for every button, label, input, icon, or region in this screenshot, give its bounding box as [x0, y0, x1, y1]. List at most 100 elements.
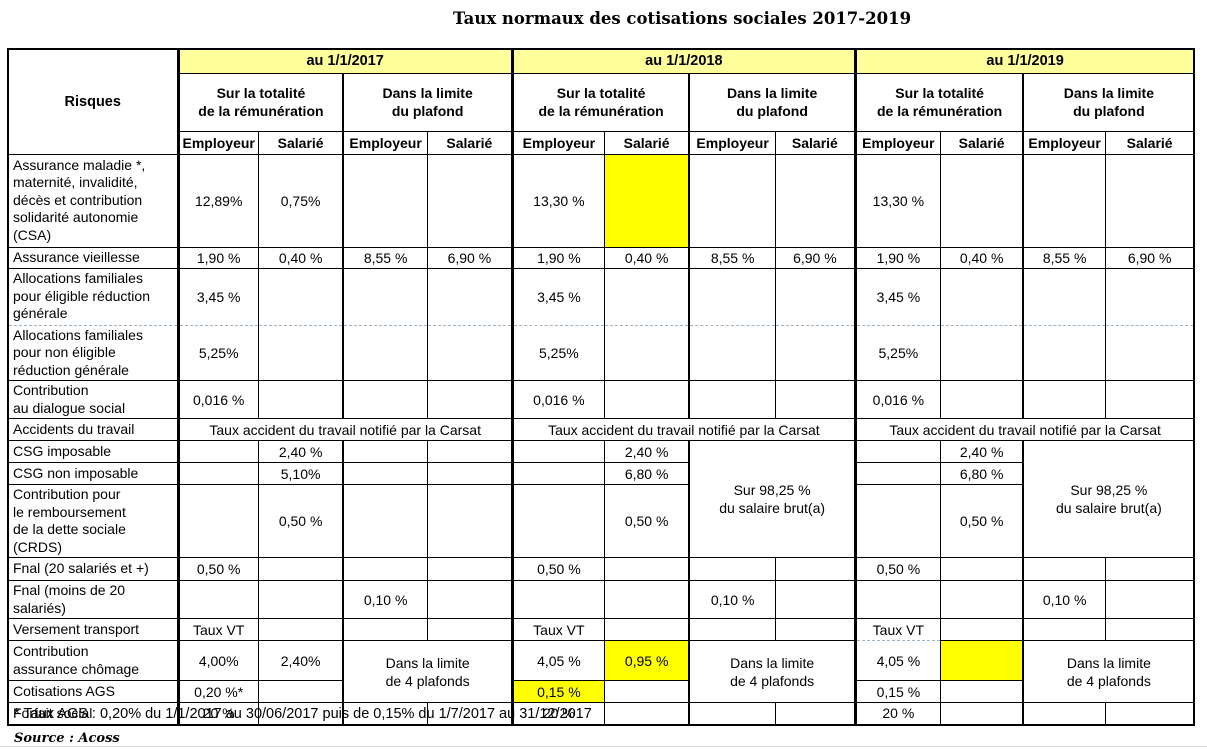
rate-cell	[427, 268, 514, 326]
scope-header-totalite-2017: Sur la totalité de la rémunération	[178, 73, 345, 132]
rate-cell: Taux VT	[512, 618, 605, 641]
table-title: Taux normaux des cotisations sociales 20…	[452, 9, 912, 28]
year-header-2018: au 1/1/2018	[512, 49, 857, 74]
rate-cell	[604, 580, 691, 619]
rate-cell: 1,90 %	[178, 247, 259, 269]
table-row: Allocations familiales pour non éligible…	[8, 325, 1195, 381]
rate-cell	[512, 484, 605, 558]
rate-cell	[343, 484, 428, 558]
rate-cell	[1023, 702, 1106, 725]
rate-cell	[689, 618, 776, 641]
highlight-cell: 0,95 %	[604, 640, 691, 681]
rate-cell	[855, 462, 941, 485]
row-label: Contribution assurance chômage	[8, 640, 180, 681]
rate-cell: 20 %	[512, 702, 605, 725]
row-label: Versement transport	[8, 618, 180, 641]
rate-cell: 1,90 %	[855, 247, 941, 269]
rate-cell	[343, 380, 428, 419]
rate-cell	[604, 557, 691, 581]
merged-sur9825-cell: Sur 98,25 % du salaire brut(a)	[1023, 440, 1195, 558]
row-label: Cotisations AGS	[8, 680, 180, 703]
year-header-2017: au 1/1/2017	[178, 49, 514, 74]
col-header-salarie: Salarié	[604, 131, 691, 155]
table-row: Employeur Salarié Employeur Salarié Empl…	[8, 131, 1195, 155]
merged-carsat-cell: Taux accident du travail notifié par la …	[178, 418, 514, 441]
rate-cell	[512, 462, 605, 485]
rate-cell	[427, 325, 514, 381]
rate-cell	[427, 380, 514, 419]
col-header-salarie: Salarié	[427, 131, 514, 155]
rate-cell	[604, 702, 691, 725]
rate-cell	[1023, 268, 1106, 326]
rate-cell: 2,40%	[258, 640, 345, 681]
rate-cell	[512, 580, 605, 619]
table-row: Fnal (20 salariés et +) 0,50 % 0,50 % 0,…	[8, 557, 1195, 581]
rate-cell	[1105, 557, 1195, 581]
rate-cell	[604, 680, 691, 703]
rate-cell: 0,50 %	[604, 484, 691, 558]
rate-cell	[940, 380, 1025, 419]
rate-cell	[855, 580, 941, 619]
footnote: * Taux AGS : 0,20% du 1/1/2017 au 30/06/…	[14, 706, 592, 722]
rate-cell	[258, 380, 345, 419]
rate-cell	[775, 580, 857, 619]
rate-cell: 0,50 %	[512, 557, 605, 581]
merged-carsat-cell: Taux accident du travail notifié par la …	[512, 418, 857, 441]
row-label: CSG imposable	[8, 440, 180, 463]
rate-cell: 8,55 %	[343, 247, 428, 269]
table-row: Risques au 1/1/2017 au 1/1/2018 au 1/1/2…	[8, 49, 1195, 155]
rate-cell: 0,20 %*	[178, 680, 259, 703]
rate-cell	[1023, 557, 1106, 581]
rate-cell	[775, 618, 857, 641]
rate-cell: 0,40 %	[258, 247, 345, 269]
table-row: Assurance maladie *, maternité, invalidi…	[8, 154, 1195, 248]
col-header-employeur: Employeur	[689, 131, 776, 155]
rate-cell	[258, 580, 345, 619]
rate-cell	[343, 618, 428, 641]
rate-cell: 12,89%	[178, 154, 259, 248]
highlight-cell: 0,15 %	[512, 680, 605, 703]
rate-cell	[689, 557, 776, 581]
rate-cell: 6,90 %	[427, 247, 514, 269]
col-header-employeur: Employeur	[343, 131, 428, 155]
rate-cell	[427, 154, 514, 248]
rate-cell: Taux VT	[178, 618, 259, 641]
rate-cell	[427, 557, 514, 581]
rate-cell	[427, 618, 514, 641]
col-header-salarie: Salarié	[940, 131, 1025, 155]
rate-cell	[343, 462, 428, 485]
rate-cell: 4,05 %	[855, 640, 941, 681]
rate-cell: 0,016 %	[178, 380, 259, 419]
rate-cell	[427, 462, 514, 485]
rate-cell: 3,45 %	[855, 268, 941, 326]
rate-cell: 3,45 %	[178, 268, 259, 326]
rate-cell	[775, 325, 857, 381]
scope-header-totalite-2018: Sur la totalité de la rémunération	[512, 73, 691, 132]
highlight-cell	[604, 154, 691, 248]
rate-cell	[1023, 325, 1106, 381]
rate-cell	[258, 680, 345, 703]
rate-cell: 0,10 %	[343, 580, 428, 619]
rate-cell: 0,016 %	[512, 380, 605, 419]
year-header-2019: au 1/1/2019	[855, 49, 1195, 74]
rate-cell	[427, 440, 514, 463]
rate-cell	[775, 380, 857, 419]
rate-cell: 0,50 %	[258, 484, 345, 558]
rate-cell	[604, 325, 691, 381]
rate-cell	[512, 440, 605, 463]
table-row: Accidents du travail Taux accident du tr…	[8, 418, 1195, 441]
rate-cell: Taux VT	[855, 618, 941, 641]
rate-cell	[343, 557, 428, 581]
rate-cell	[343, 440, 428, 463]
rate-cell	[689, 268, 776, 326]
rate-cell: 0,10 %	[1023, 580, 1106, 619]
rate-cell: 6,90 %	[775, 247, 857, 269]
row-label: Fnal (moins de 20 salariés)	[8, 580, 180, 619]
rate-cell	[1105, 580, 1195, 619]
rate-cell	[604, 618, 691, 641]
rate-cell: 8,55 %	[1023, 247, 1106, 269]
rate-cell	[1105, 618, 1195, 641]
rate-cell	[178, 580, 259, 619]
rate-cell	[343, 325, 428, 381]
rate-cell	[427, 580, 514, 619]
